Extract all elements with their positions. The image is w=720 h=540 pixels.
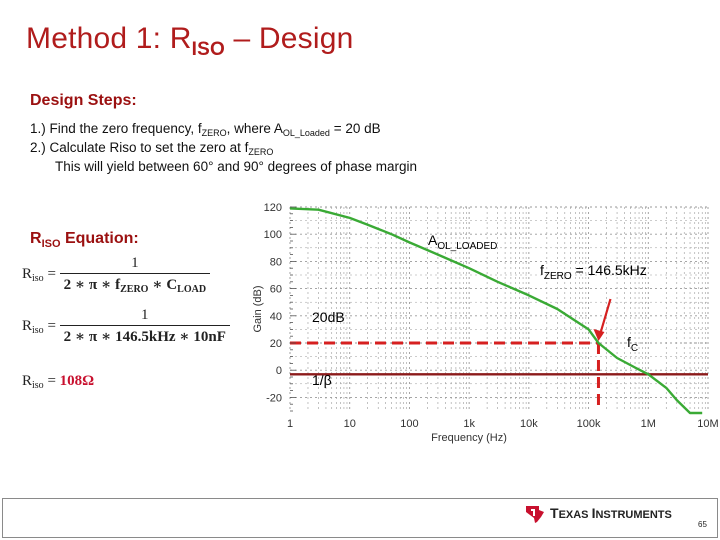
eq2-denominator: 2 ∗ π ∗ 146.5kHz ∗ 10nF	[59, 325, 230, 346]
step-1-sub-zero: ZERO	[201, 128, 227, 138]
aol-sub: OL_LOADED	[437, 241, 498, 252]
fzero-arrow-shaft	[599, 298, 612, 334]
riso-heading-sub: ISO	[41, 238, 61, 250]
slide-title: Method 1: RISO – Design	[26, 22, 354, 60]
x-tick-label: 100k	[577, 418, 601, 430]
x-axis-label: Frequency (Hz)	[431, 432, 507, 444]
riso-equation-heading: RISO Equation:	[30, 230, 139, 250]
20db-label: 20dB	[312, 309, 345, 325]
texas-instruments-wordmark: TEXAS INSTRUMENTS	[550, 505, 672, 521]
equation-numeric: Riso = 1 2 ∗ π ∗ 146.5kHz ∗ 10nF	[22, 307, 230, 346]
x-tick-label: 10	[344, 418, 356, 430]
step-1-text-b: , where A	[226, 121, 283, 136]
step-1-text-c: = 20 dB	[329, 121, 381, 136]
eq2-numerator: 1	[141, 307, 149, 323]
footer-bar	[2, 498, 718, 538]
eq2-lhs-sub: iso	[32, 324, 44, 336]
eq1-equals: =	[47, 265, 56, 282]
equation-general: Riso = 1 2 ∗ π ∗ fZERO ∗ CLOAD	[22, 255, 211, 295]
fc-main: f	[627, 334, 631, 350]
aol-main: A	[428, 232, 438, 248]
texas-instruments-logo-icon	[526, 506, 544, 523]
brand-nstruments: NSTRUMENTS	[595, 509, 672, 521]
eq1-lhs: R	[22, 265, 33, 282]
step-2-text: 2.) Calculate Riso to set the zero at f	[30, 140, 249, 155]
x-tick-label: 10M	[697, 418, 718, 430]
y-tick-label: 100	[264, 229, 282, 241]
eq1-fraction: 1 2 ∗ π ∗ fZERO ∗ CLOAD	[59, 255, 211, 295]
chart-series	[289, 207, 708, 415]
title-subscript: ISO	[191, 39, 225, 60]
riso-heading-main: R	[30, 230, 42, 247]
x-tick-label: 10k	[520, 418, 538, 430]
fzero-arrow-head	[593, 329, 605, 341]
fzero-sub: ZERO	[543, 271, 572, 282]
eq2-fraction: 1 2 ∗ π ∗ 146.5kHz ∗ 10nF	[59, 307, 230, 346]
eq2-equals: =	[47, 317, 56, 334]
step-2-sub: ZERO	[248, 147, 274, 157]
y-tick-label: 60	[270, 284, 282, 296]
chart-ticks	[290, 206, 296, 412]
y-axis-label: Gain (dB)	[252, 285, 264, 332]
reference-lines	[290, 341, 600, 411]
riso-heading-rest: Equation:	[60, 230, 139, 247]
step-2: 2.) Calculate Riso to set the zero at fZ…	[30, 139, 417, 158]
x-tick-label: 1k	[463, 418, 475, 430]
eq1-den-a: 2 ∗ π ∗ f	[63, 277, 121, 293]
aol-loaded-curve	[289, 207, 703, 415]
y-tick-label: 0	[276, 365, 282, 377]
eq1-denominator: 2 ∗ π ∗ fZERO ∗ CLOAD	[59, 273, 211, 295]
y-tick-label: -20	[266, 392, 282, 404]
x-tick-label: 1M	[641, 418, 656, 430]
eq3-value: 108Ω	[59, 373, 95, 389]
y-tick-label: 80	[270, 256, 282, 268]
brand-i: I	[591, 505, 596, 521]
chart-grid	[289, 206, 709, 411]
eq1-numerator: 1	[131, 255, 139, 271]
design-steps-list: 1.) Find the zero frequency, fZERO, wher…	[30, 120, 417, 175]
eq2-lhs: R	[22, 317, 33, 334]
y-tick-label: 40	[270, 311, 282, 323]
y-tick-label: 20	[270, 338, 282, 350]
eq3-lhs-sub: iso	[32, 380, 44, 391]
beta-label: 1/β	[312, 372, 332, 388]
step-2-note: This will yield between 60° and 90° degr…	[55, 159, 418, 174]
gain-chart: 120 100 80 60 40 20 0 -20 1 10 100 1k 10k 100k 1M 10M Fr…	[252, 202, 719, 444]
fzero-label: fZERO = 146.5kHz	[540, 262, 647, 282]
title-rest: – Design	[224, 22, 354, 55]
eq1-den-b: ∗ C	[148, 277, 178, 293]
aol-loaded-label: AOL_LOADED	[428, 232, 497, 252]
x-tick-label: 100	[400, 418, 418, 430]
chart-labels: 120 100 80 60 40 20 0 -20 1 10 100 1k 10k 100k 1M 10M Fr…	[252, 202, 719, 444]
fzero-rest: = 146.5kHz	[571, 262, 647, 278]
x-tick-label: 1	[287, 418, 293, 430]
brand-t: T	[550, 505, 559, 521]
step-1-text-a: 1.) Find the zero frequency, f	[30, 121, 202, 136]
step-1: 1.) Find the zero frequency, fZERO, wher…	[30, 120, 417, 139]
fc-sub: C	[630, 343, 639, 354]
eq1-lhs-sub: iso	[32, 272, 44, 284]
equation-result: Riso = 108Ω	[22, 373, 95, 391]
eq3-equals: =	[47, 373, 56, 389]
y-tick-label: 120	[264, 202, 282, 214]
fzero-main: f	[540, 262, 544, 278]
title-main: Method 1: R	[26, 22, 192, 55]
page-number: 65	[698, 520, 707, 529]
eq1-den-sub-zero: ZERO	[120, 284, 149, 295]
eq3-lhs: R	[22, 373, 33, 389]
design-steps-heading: Design Steps:	[30, 92, 137, 109]
brand-exas: EXAS	[558, 509, 592, 521]
eq1-den-sub-load: LOAD	[177, 284, 207, 295]
step-1-sub-loaded: OL_Loaded	[282, 128, 330, 138]
fc-label: fC	[627, 334, 638, 354]
